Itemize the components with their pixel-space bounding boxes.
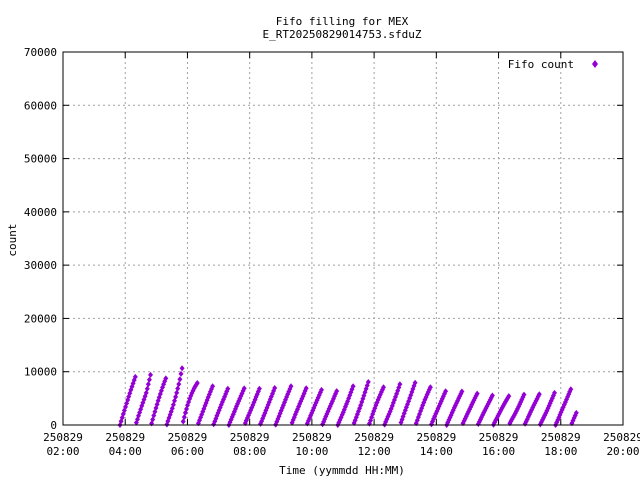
- legend: Fifo count: [508, 58, 598, 71]
- data-point: [256, 385, 262, 392]
- x-tick-time: 06:00: [171, 445, 204, 458]
- data-point: [521, 391, 527, 398]
- data-point: [241, 385, 247, 392]
- data-point: [573, 409, 579, 416]
- x-tick-date: 250829: [416, 431, 456, 444]
- data-point: [272, 385, 278, 391]
- data-point: [194, 380, 200, 386]
- x-tick-date: 250829: [168, 431, 208, 444]
- data-point: [397, 381, 403, 388]
- data-point: [176, 381, 182, 388]
- y-axis-label: count: [6, 223, 19, 256]
- x-tick-date: 250829: [479, 431, 519, 444]
- y-tick-label: 0: [50, 419, 57, 432]
- data-point: [568, 386, 574, 393]
- x-tick-time: 18:00: [544, 445, 577, 458]
- plot-frame: [62, 51, 624, 426]
- data-point: [381, 384, 386, 391]
- y-tick-label: 10000: [24, 366, 57, 379]
- data-point: [350, 383, 356, 390]
- x-tick-time: 04:00: [109, 445, 142, 458]
- data-point: [334, 388, 340, 395]
- data-points: [117, 365, 579, 428]
- data-point: [365, 379, 371, 385]
- data-point: [163, 375, 169, 382]
- x-tick-date: 250829: [541, 431, 581, 444]
- x-tick-time: 10:00: [295, 445, 328, 458]
- data-point: [459, 388, 465, 395]
- data-point: [144, 385, 150, 392]
- data-point: [124, 400, 130, 407]
- data-point: [506, 393, 512, 400]
- y-tick-label: 40000: [24, 206, 57, 219]
- legend-marker: [592, 60, 598, 68]
- y-tick-label: 60000: [24, 99, 57, 112]
- data-point: [148, 371, 153, 378]
- data-point: [303, 385, 309, 392]
- x-tick-time: 16:00: [482, 445, 515, 458]
- data-point: [210, 383, 216, 390]
- data-point: [146, 376, 152, 383]
- x-tick-time: 02:00: [46, 445, 79, 458]
- x-tick-date: 250829: [43, 431, 83, 444]
- x-tick-time: 08:00: [233, 445, 266, 458]
- chart-title: Fifo filling for MEX: [276, 15, 409, 28]
- data-point: [132, 373, 138, 380]
- x-tick-time: 20:00: [606, 445, 639, 458]
- x-tick-date: 250829: [105, 431, 145, 444]
- data-point: [508, 418, 514, 425]
- y-tick-label: 50000: [24, 153, 57, 166]
- data-point: [225, 385, 231, 392]
- y-tick-label: 70000: [24, 46, 57, 59]
- data-point: [177, 376, 183, 383]
- data-point: [179, 365, 185, 372]
- data-point: [180, 418, 186, 425]
- x-tick-date: 250829: [292, 431, 332, 444]
- data-point: [412, 379, 418, 386]
- data-point: [489, 392, 495, 399]
- y-tick-label: 30000: [24, 259, 57, 272]
- data-point: [319, 386, 324, 393]
- x-tick-date: 250829: [230, 431, 270, 444]
- data-point: [178, 370, 184, 377]
- data-point: [288, 383, 294, 390]
- x-tick-date: 250829: [354, 431, 394, 444]
- x-axis-label: Time (yymmdd HH:MM): [279, 464, 405, 477]
- data-point: [552, 389, 557, 396]
- data-point: [174, 389, 180, 396]
- data-point: [427, 384, 433, 391]
- data-point: [536, 391, 542, 398]
- chart-subtitle: E_RT20250829014753.sfduZ: [263, 28, 422, 41]
- data-point: [175, 385, 181, 392]
- axis-ticks: 0 10000 20000 30000 40000 50000 60000 70000 2508…: [24, 46, 640, 458]
- x-tick-date: 250829: [603, 431, 640, 444]
- x-tick-time: 12:00: [358, 445, 391, 458]
- grid-lines: [63, 52, 623, 425]
- data-point: [474, 390, 480, 397]
- y-tick-label: 20000: [24, 312, 57, 325]
- legend-label: Fifo count: [508, 58, 574, 71]
- data-point: [145, 381, 151, 388]
- data-point: [443, 388, 449, 395]
- x-tick-time: 14:00: [420, 445, 453, 458]
